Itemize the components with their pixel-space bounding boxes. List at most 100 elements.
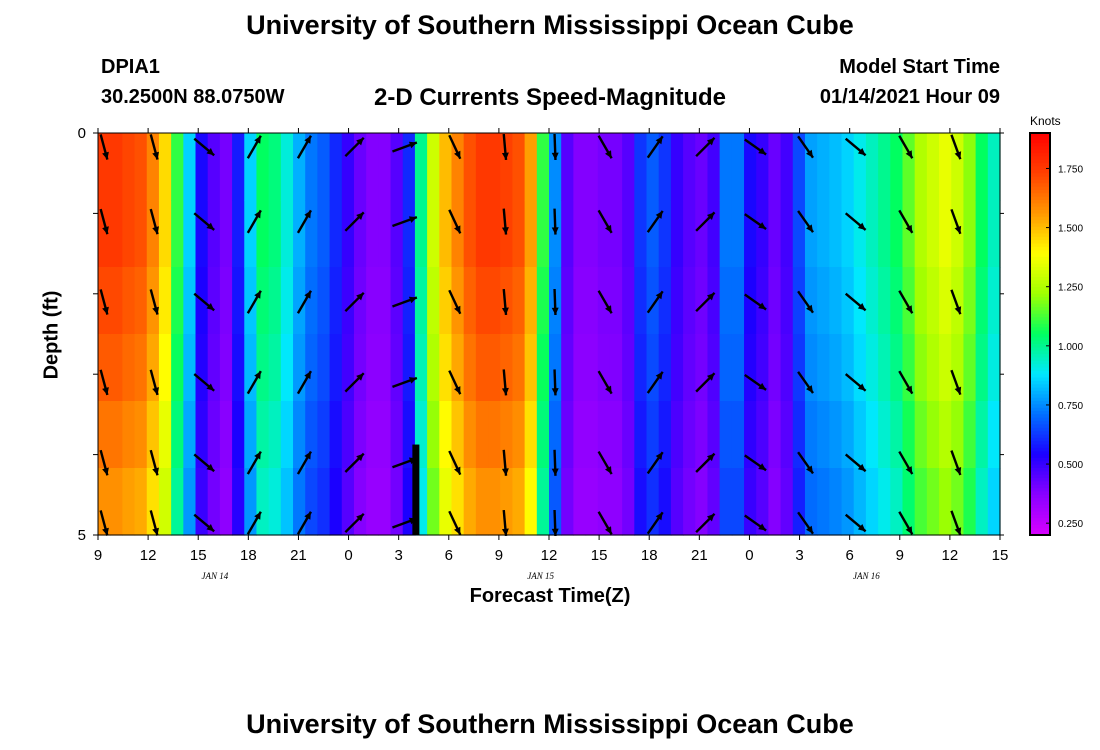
heatmap-cell	[670, 267, 684, 335]
colorbar-segment	[1030, 303, 1050, 308]
current-arrow	[296, 370, 312, 395]
heatmap-cell	[158, 200, 172, 268]
colorbar-segment	[1030, 267, 1050, 271]
heatmap-cell	[463, 133, 477, 201]
heatmap-cell	[829, 401, 843, 469]
heatmap-cell	[878, 133, 891, 201]
current-arrow	[744, 213, 767, 231]
colorbar-segment	[1030, 474, 1050, 479]
heatmap-cell	[646, 133, 660, 201]
heatmap-cell	[914, 200, 928, 268]
heatmap-cell	[804, 200, 818, 268]
current-arrow	[344, 291, 365, 313]
heatmap-cell	[158, 133, 172, 201]
heatmap-cell	[500, 267, 514, 335]
date-label: JAN 16	[853, 571, 880, 581]
heatmap-cell	[268, 334, 282, 402]
heatmap-cell	[280, 133, 294, 201]
heatmap-cell	[512, 200, 526, 268]
heatmap-cell	[378, 133, 392, 201]
heatmap-cell	[585, 133, 599, 201]
current-arrow	[695, 452, 716, 473]
heatmap-cell	[902, 200, 916, 268]
heatmap-cell	[475, 133, 489, 201]
x-tick-label: 21	[290, 547, 307, 564]
current-arrow	[646, 451, 664, 475]
heatmap-cell	[439, 401, 453, 469]
heatmap-cell	[134, 468, 148, 536]
heatmap-cell	[512, 468, 526, 536]
arrow-head	[905, 305, 913, 314]
colorbar-segment	[1030, 421, 1050, 426]
heatmap-cell	[951, 200, 965, 268]
heatmap-cell	[768, 267, 782, 335]
colorbar-segment	[1030, 146, 1050, 151]
heatmap-cell	[549, 133, 562, 201]
arrow-head	[551, 528, 559, 536]
current-arrow	[950, 134, 962, 160]
heatmap-cell	[268, 200, 282, 268]
current-arrow	[797, 135, 814, 159]
heatmap-cell	[329, 200, 343, 268]
arrow-head	[454, 305, 461, 314]
heatmap-cell	[939, 468, 952, 536]
heatmap-cell	[341, 401, 355, 469]
heatmap-cell	[378, 468, 392, 536]
x-tick-label: 15	[591, 547, 608, 564]
heatmap-cell	[219, 401, 233, 469]
heatmap-cell	[134, 200, 148, 268]
current-arrow	[448, 370, 462, 395]
arrow-head	[954, 467, 962, 476]
heatmap-cell	[573, 133, 587, 201]
heatmap-cell	[719, 200, 733, 268]
heatmap-cell	[353, 133, 367, 201]
arrow-head	[706, 292, 715, 301]
heatmap-cell	[110, 133, 123, 201]
heatmap-cell	[902, 267, 916, 335]
y-axis-label: Depth (ft)	[40, 290, 63, 380]
colorbar-segment	[1030, 431, 1050, 436]
heatmap-cell	[366, 200, 379, 268]
heatmap-cell	[963, 133, 977, 201]
arrow-head	[905, 385, 913, 394]
x-tick-label: 15	[190, 547, 207, 564]
colorbar-segment	[1030, 354, 1050, 359]
current-arrow	[149, 369, 159, 396]
colorbar-segment	[1030, 250, 1050, 255]
heatmap-cell	[792, 200, 806, 268]
colorbar-segment	[1030, 528, 1050, 533]
colorbar-segment	[1030, 206, 1050, 211]
colorbar-segment	[1030, 370, 1050, 375]
heatmap-cell	[488, 401, 501, 469]
current-arrow	[744, 454, 767, 472]
x-tick-label: 18	[240, 547, 257, 564]
heatmap-cell	[707, 133, 721, 201]
heatmap-cell	[792, 401, 806, 469]
arrow-head	[408, 457, 417, 465]
heatmap-cell	[171, 133, 184, 201]
heatmap-cell	[987, 267, 1001, 335]
arrow-head	[706, 137, 715, 146]
heatmap-cell	[219, 334, 233, 402]
arrow-head	[857, 524, 866, 532]
heatmap-cell	[524, 401, 538, 469]
heatmap-cell	[829, 267, 843, 335]
colorbar-segment	[1030, 277, 1050, 281]
arrow-head	[206, 222, 215, 230]
heatmap-cell	[488, 133, 501, 201]
x-tick-label: 3	[795, 547, 803, 564]
heatmap-cell	[975, 401, 989, 469]
colorbar-segment	[1030, 414, 1050, 419]
arrow-head	[501, 307, 509, 315]
current-arrow	[744, 138, 767, 156]
colorbar-segment	[1030, 200, 1050, 204]
heatmap-cell	[305, 468, 319, 536]
heatmap-cell	[780, 401, 794, 469]
heatmap-cell	[171, 468, 184, 536]
current-arrow	[597, 511, 613, 535]
arrow-head	[551, 307, 559, 315]
heatmap-cell	[244, 401, 258, 469]
heatmap-cell	[134, 133, 148, 201]
arrow-head	[356, 292, 364, 301]
footer-title: University of Southern Mississippi Ocean…	[246, 709, 854, 739]
